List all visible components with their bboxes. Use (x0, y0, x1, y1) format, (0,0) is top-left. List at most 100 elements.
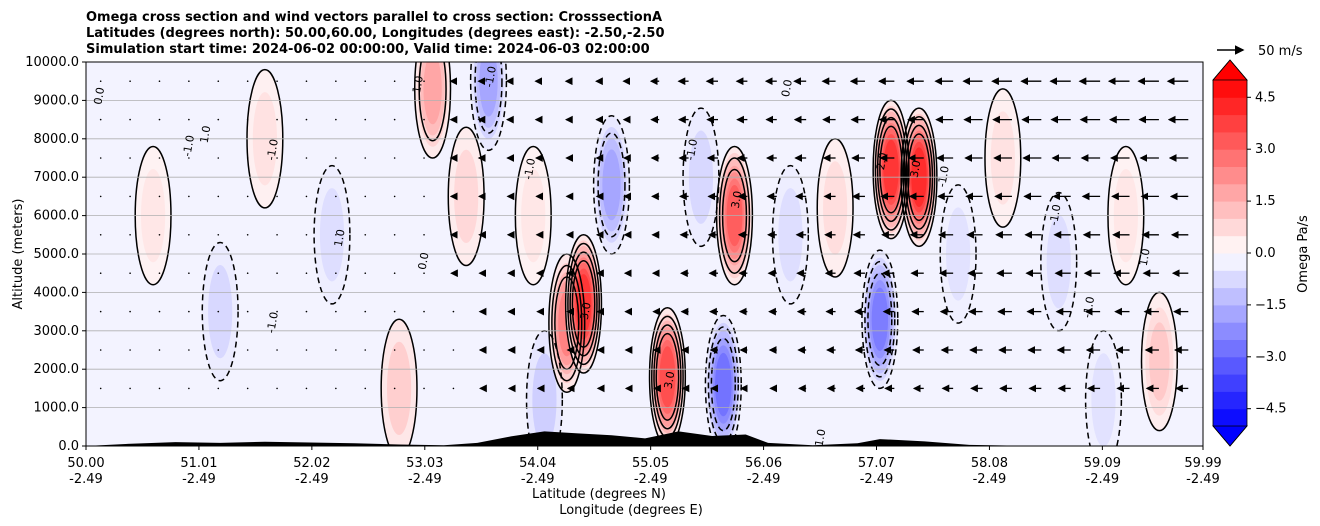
omega-cell-7-level-3 (479, 62, 498, 117)
y-tick-label-8: 8000.0 (34, 132, 80, 147)
x-tick-lon-4: -2.49 (521, 472, 555, 487)
plot-area: 0.0-1.0 1.0-1.0-1.01.01.00.0-1.0-1.03.03.… (86, 62, 1203, 447)
wind-vector-1-2 (158, 349, 161, 351)
contour-ring-11-3 (571, 259, 596, 348)
contour-ring-11-1 (567, 242, 600, 366)
omega-cell-6-level-1 (454, 149, 479, 244)
wind-vector-1-5 (246, 349, 249, 351)
wind-vector-2-2 (158, 310, 161, 313)
omega-cell-3-level-1 (319, 188, 345, 282)
wind-vector-3-7 (305, 272, 308, 275)
x-tick-lon-9: -2.49 (1086, 472, 1120, 487)
colorbar-tick-label-5: −3.0 (1255, 350, 1287, 365)
wind-vector-3-10 (393, 272, 396, 275)
wind-vector-4-8 (335, 234, 337, 236)
wind-vector-7-2 (158, 118, 161, 121)
wind-vector-8-4 (217, 80, 220, 82)
wind-vector-5-1 (129, 195, 131, 198)
x-tick-lon-5: -2.49 (634, 472, 668, 487)
x-tick-lat-5: 55.05 (632, 456, 669, 471)
wind-vector-4-2 (158, 234, 161, 236)
contour-ring-7-1 (474, 62, 503, 134)
contour-ring-13-3 (655, 332, 680, 421)
colorbar-tick-label-0: 4.5 (1255, 90, 1276, 105)
colorbar-band-13 (1213, 183, 1247, 202)
omega-cell-27-level-1 (1091, 353, 1116, 446)
wind-vector-0-3 (188, 387, 190, 390)
contour-ring-20-2 (876, 116, 906, 223)
wind-vector-3-4 (217, 272, 220, 275)
colorbar-tick-label-2: 1.5 (1255, 194, 1276, 209)
omega-cell-13-level-6 (659, 346, 676, 408)
wind-vector-7-7 (305, 118, 308, 121)
contour-ring-19-2 (867, 272, 893, 367)
y-tick-label-3: 3000.0 (34, 324, 80, 339)
omega-cell-17-level-1 (778, 188, 803, 282)
contour-ring-19-1 (864, 260, 896, 378)
contour-ring-13-0 (648, 307, 687, 446)
wind-vector-2-10 (393, 310, 396, 313)
wind-vector-6-3 (188, 157, 190, 159)
colorbar-tick-label-4: −1.5 (1255, 298, 1287, 313)
contour-label-0: 0.0 (91, 86, 107, 105)
wind-vector-3-9 (364, 272, 367, 275)
contour-label-18: -1.0 (935, 165, 952, 188)
wind-vector-6-4 (217, 157, 220, 159)
x-tick-lon-8: -2.49 (973, 472, 1007, 487)
contour-ring-13-2 (653, 324, 682, 430)
terrain-silhouette (86, 431, 1203, 446)
wind-vector-4-5 (246, 234, 249, 236)
wind-vector-0-5 (246, 387, 249, 390)
colorbar-band-7 (1213, 287, 1247, 306)
wind-vector-7-0 (99, 118, 102, 121)
wind-vector-2-9 (364, 310, 367, 313)
wind-vector-8-10 (393, 80, 396, 82)
wind-vector-2-0 (99, 310, 102, 313)
contour-ring-5-0 (413, 62, 452, 159)
omega-cell-16-level-5 (715, 352, 732, 417)
wind-vector-5-0 (99, 195, 102, 198)
wind-vector-2-1 (129, 310, 131, 313)
omega-cell-19-level-5 (871, 287, 889, 351)
colorbar (1212, 59, 1248, 447)
wind-vector-2-4 (217, 310, 220, 313)
contour-ring-11-2 (569, 251, 598, 357)
contour-ring-20-1 (874, 108, 908, 231)
wind-vector-6-1 (129, 157, 131, 159)
wind-vector-8-6 (276, 80, 278, 82)
wind-vector-0-11 (423, 387, 425, 390)
wind-vector-1-12 (452, 349, 455, 351)
wind-vector-3-5 (246, 272, 249, 275)
wind-vector-5-6 (276, 195, 278, 198)
contour-label-1: -1.0 (181, 134, 198, 157)
wind-vector-7-8 (335, 118, 337, 121)
x-tick-lon-3: -2.49 (408, 472, 442, 487)
contour-label-15: 1.0 (813, 428, 829, 447)
wind-vector-0-9 (364, 387, 367, 390)
x-tick-lat-1: 51.01 (180, 456, 217, 471)
contour-label-3: -1.0 (264, 138, 281, 161)
wind-vector-0-4 (217, 387, 220, 390)
contour-ring-3-0 (313, 164, 351, 305)
contour-label-9: -1.0 (522, 157, 539, 180)
wind-vector-8-1 (129, 80, 131, 82)
omega-cell-5-level-3 (423, 62, 442, 125)
colorbar-extend-min (1212, 425, 1248, 447)
wind-vector-0-6 (276, 387, 278, 390)
wind-vector-7-5 (246, 118, 249, 121)
colorbar-extend-max (1212, 59, 1248, 81)
wind-vector-6-6 (276, 157, 278, 159)
wind-vector-0-1 (129, 387, 131, 390)
y-tick-label-6: 6000.0 (34, 209, 80, 224)
wind-vector-2-6 (276, 310, 278, 313)
wind-vector-3-0 (99, 272, 102, 275)
wind-vector-6-2 (158, 157, 161, 159)
contour-label-21: 1.0 (1137, 247, 1153, 266)
omega-cell-26-level-2 (1149, 322, 1170, 401)
wind-vector-5-11 (423, 195, 425, 198)
wind-vector-5-9 (364, 195, 367, 198)
contour-labels: 0.0-1.0 1.0-1.0-1.01.01.00.0-1.0-1.03.03.… (91, 65, 1153, 447)
wind-vector-6-8 (335, 157, 337, 159)
contour-label-14: 0.0 (779, 79, 795, 98)
contour-label-20: -1.0 (1081, 295, 1098, 318)
